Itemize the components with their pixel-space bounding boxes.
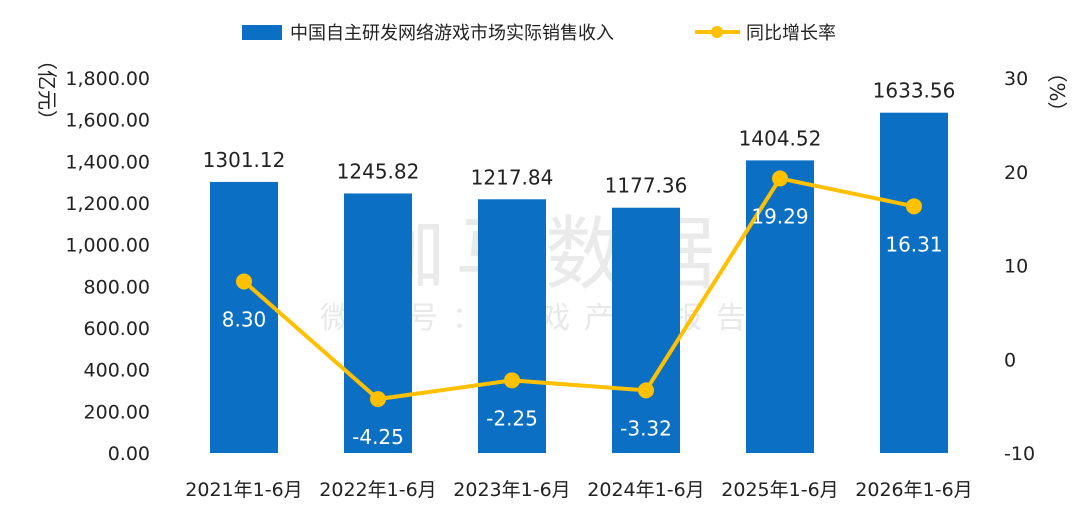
left-tick-label: 400.00 bbox=[84, 360, 150, 382]
x-tick-label: 2021年1-6月 bbox=[185, 479, 302, 501]
bar-value-label: 1217.84 bbox=[471, 165, 554, 189]
bar bbox=[612, 207, 680, 453]
left-axis-unit: （亿元） bbox=[35, 50, 59, 130]
legend-line-label: 同比增长率 bbox=[746, 23, 836, 44]
x-tick-label: 2025年1-6月 bbox=[721, 479, 838, 501]
bar bbox=[344, 193, 412, 453]
growth-value-label: 19.29 bbox=[751, 204, 808, 228]
x-tick-label: 2023年1-6月 bbox=[453, 479, 570, 501]
bar-value-label: 1245.82 bbox=[337, 159, 420, 183]
growth-point bbox=[906, 198, 922, 215]
growth-point bbox=[638, 382, 654, 399]
left-tick-label: 600.00 bbox=[84, 318, 150, 340]
growth-value-label: -3.32 bbox=[620, 416, 672, 440]
growth-point bbox=[370, 391, 386, 408]
left-tick-label: 1,400.00 bbox=[65, 151, 150, 173]
bar bbox=[746, 160, 814, 453]
bar-value-label: 1633.56 bbox=[873, 79, 956, 103]
bar bbox=[210, 181, 278, 453]
growth-value-label: 8.30 bbox=[222, 307, 267, 331]
left-axis-unit-label: （亿元） bbox=[35, 50, 59, 130]
left-axis-ticks: 0.00 200.00 400.00 600.00 800.00 1,000.00 1,20… bbox=[65, 68, 150, 465]
bar-series bbox=[210, 112, 948, 454]
left-tick-label: 1,200.00 bbox=[65, 193, 150, 215]
right-tick-label: 20 bbox=[1004, 162, 1028, 184]
left-tick-label: 200.00 bbox=[84, 401, 150, 423]
left-tick-label: 0.00 bbox=[108, 443, 150, 465]
legend-bar-swatch bbox=[242, 25, 282, 40]
bar bbox=[478, 199, 546, 453]
growth-point bbox=[236, 273, 252, 290]
right-tick-label: 10 bbox=[1004, 256, 1028, 278]
bar-value-label: 1177.36 bbox=[605, 174, 688, 198]
bar-value-label: 1301.12 bbox=[203, 148, 286, 172]
growth-value-label: 16.31 bbox=[885, 232, 942, 256]
right-axis-unit: （%） bbox=[1045, 62, 1069, 121]
legend: 中国自主研发网络游戏市场实际销售收入 同比增长率 bbox=[242, 23, 836, 44]
right-tick-label: 30 bbox=[1004, 68, 1028, 90]
growth-point bbox=[504, 372, 520, 389]
right-axis-ticks: -10 0 10 20 30 bbox=[1004, 68, 1035, 465]
bar bbox=[880, 112, 948, 454]
right-axis-unit-label: （%） bbox=[1045, 62, 1069, 121]
growth-line bbox=[242, 176, 915, 402]
x-tick-label: 2026年1-6月 bbox=[855, 479, 972, 501]
left-tick-label: 1,800.00 bbox=[65, 68, 150, 90]
x-axis-ticks: 2021年1-6月 2022年1-6月 2023年1-6月 2024年1-6月 2025… bbox=[185, 479, 972, 501]
growth-point bbox=[772, 170, 788, 187]
left-tick-label: 1,000.00 bbox=[65, 235, 150, 257]
x-tick-label: 2024年1-6月 bbox=[587, 479, 704, 501]
x-tick-label: 2022年1-6月 bbox=[319, 479, 436, 501]
line-series bbox=[236, 170, 922, 408]
right-tick-label: 0 bbox=[1004, 349, 1016, 371]
right-tick-label: -10 bbox=[1004, 443, 1035, 465]
left-tick-label: 1,600.00 bbox=[65, 110, 150, 132]
growth-value-label: -2.25 bbox=[486, 406, 538, 430]
line-value-labels: 8.30 -4.25 -2.25 -3.32 19.29 16.31 bbox=[222, 204, 943, 449]
bar-value-labels: 1301.12 1245.82 1217.84 1177.36 1404.52 1633.… bbox=[203, 79, 956, 198]
legend-line-marker bbox=[711, 26, 723, 38]
left-tick-label: 800.00 bbox=[84, 276, 150, 298]
bar-value-label: 1404.52 bbox=[739, 126, 822, 150]
growth-value-label: -4.25 bbox=[352, 425, 404, 449]
legend-bar-label: 中国自主研发网络游戏市场实际销售收入 bbox=[290, 23, 614, 44]
